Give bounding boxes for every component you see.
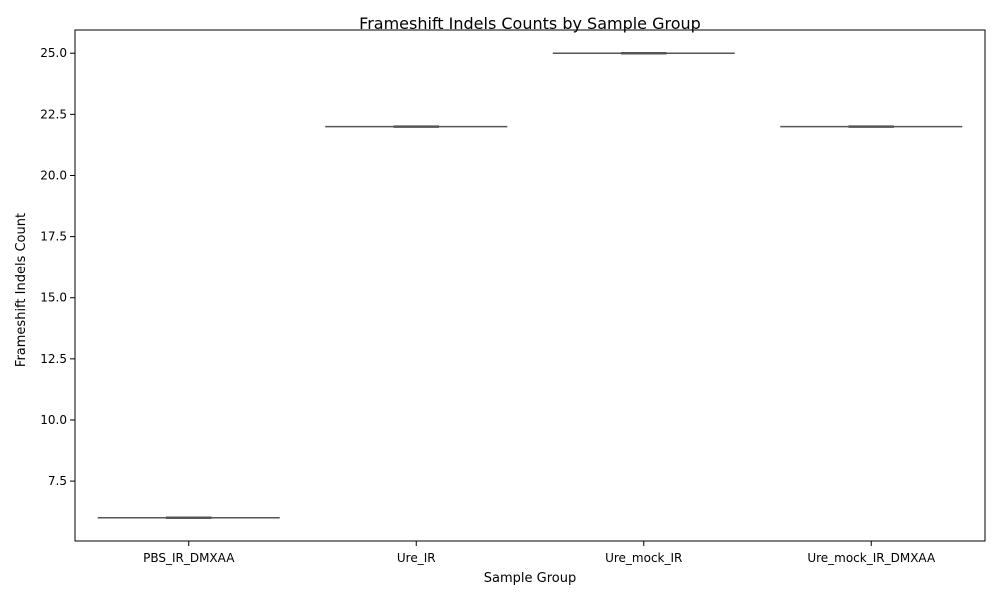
y-tick-label: 20.0: [40, 168, 67, 182]
x-axis-ticks: PBS_IR_DMXAA Ure_IR Ure_mock_IR Ure_mock_IR…: [143, 541, 936, 565]
x-tick-label: PBS_IR_DMXAA: [143, 551, 235, 565]
y-tick-label: 17.5: [40, 230, 67, 244]
y-tick-label: 7.5: [48, 474, 67, 488]
chart-title: Frameshift Indels Counts by Sample Group: [359, 14, 701, 33]
y-tick-label: 15.0: [40, 291, 67, 305]
y-tick-label: 10.0: [40, 413, 67, 427]
y-tick-label: 25.0: [40, 46, 67, 60]
plot-frame: [74, 29, 986, 542]
y-axis-ticks: 7.5 10.0 12.5 15.0 17.5 20.0 22.5 25.0: [40, 46, 75, 488]
x-tick-label: Ure_mock_IR: [605, 551, 682, 565]
y-axis-label: Frameshift Indels Count: [14, 213, 29, 367]
y-tick-label: 12.5: [40, 352, 67, 366]
x-axis-label: Sample Group: [484, 571, 576, 586]
y-tick-label: 22.5: [40, 107, 67, 121]
chart-marks: [97, 51, 963, 520]
x-tick-label: Ure_mock_IR_DMXAA: [807, 551, 936, 565]
x-tick-label: Ure_IR: [397, 551, 436, 565]
